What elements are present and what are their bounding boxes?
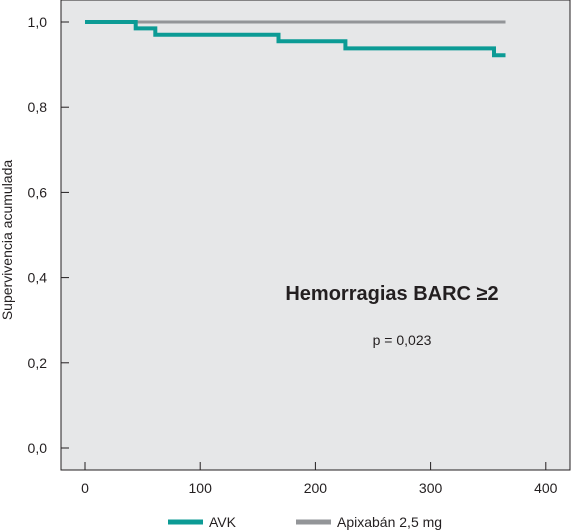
legend-label: Apixabán 2,5 mg — [337, 514, 442, 530]
y-tick-label: 1,0 — [28, 14, 48, 30]
y-axis: 0,0 0,2 0,4 0,6 0,8 1,0 — [28, 14, 69, 456]
plot-area — [60, 0, 571, 471]
series-line-avk — [85, 20, 506, 58]
x-axis: 0 100 200 300 400 — [81, 462, 558, 496]
x-tick-label: 0 — [81, 480, 89, 496]
y-tick-label: 0,0 — [28, 440, 48, 456]
annotation-title: Hemorragias BARC ≥2 — [285, 283, 498, 305]
legend: AVK Apixabán 2,5 mg — [168, 514, 442, 530]
y-tick-label: 0,8 — [28, 99, 48, 115]
legend-label: AVK — [209, 514, 237, 530]
y-tick-label: 0,4 — [28, 270, 48, 286]
series-layer — [85, 20, 506, 58]
x-tick-label: 400 — [534, 480, 558, 496]
x-tick-label: 300 — [419, 480, 443, 496]
p-value-label: p = 0,023 — [373, 332, 432, 348]
y-tick-label: 0,6 — [28, 184, 48, 200]
x-tick-label: 100 — [189, 480, 213, 496]
y-tick-label: 0,2 — [28, 355, 48, 371]
x-tick-label: 200 — [304, 480, 328, 496]
y-axis-label: Supervivencia acumulada — [0, 160, 15, 321]
